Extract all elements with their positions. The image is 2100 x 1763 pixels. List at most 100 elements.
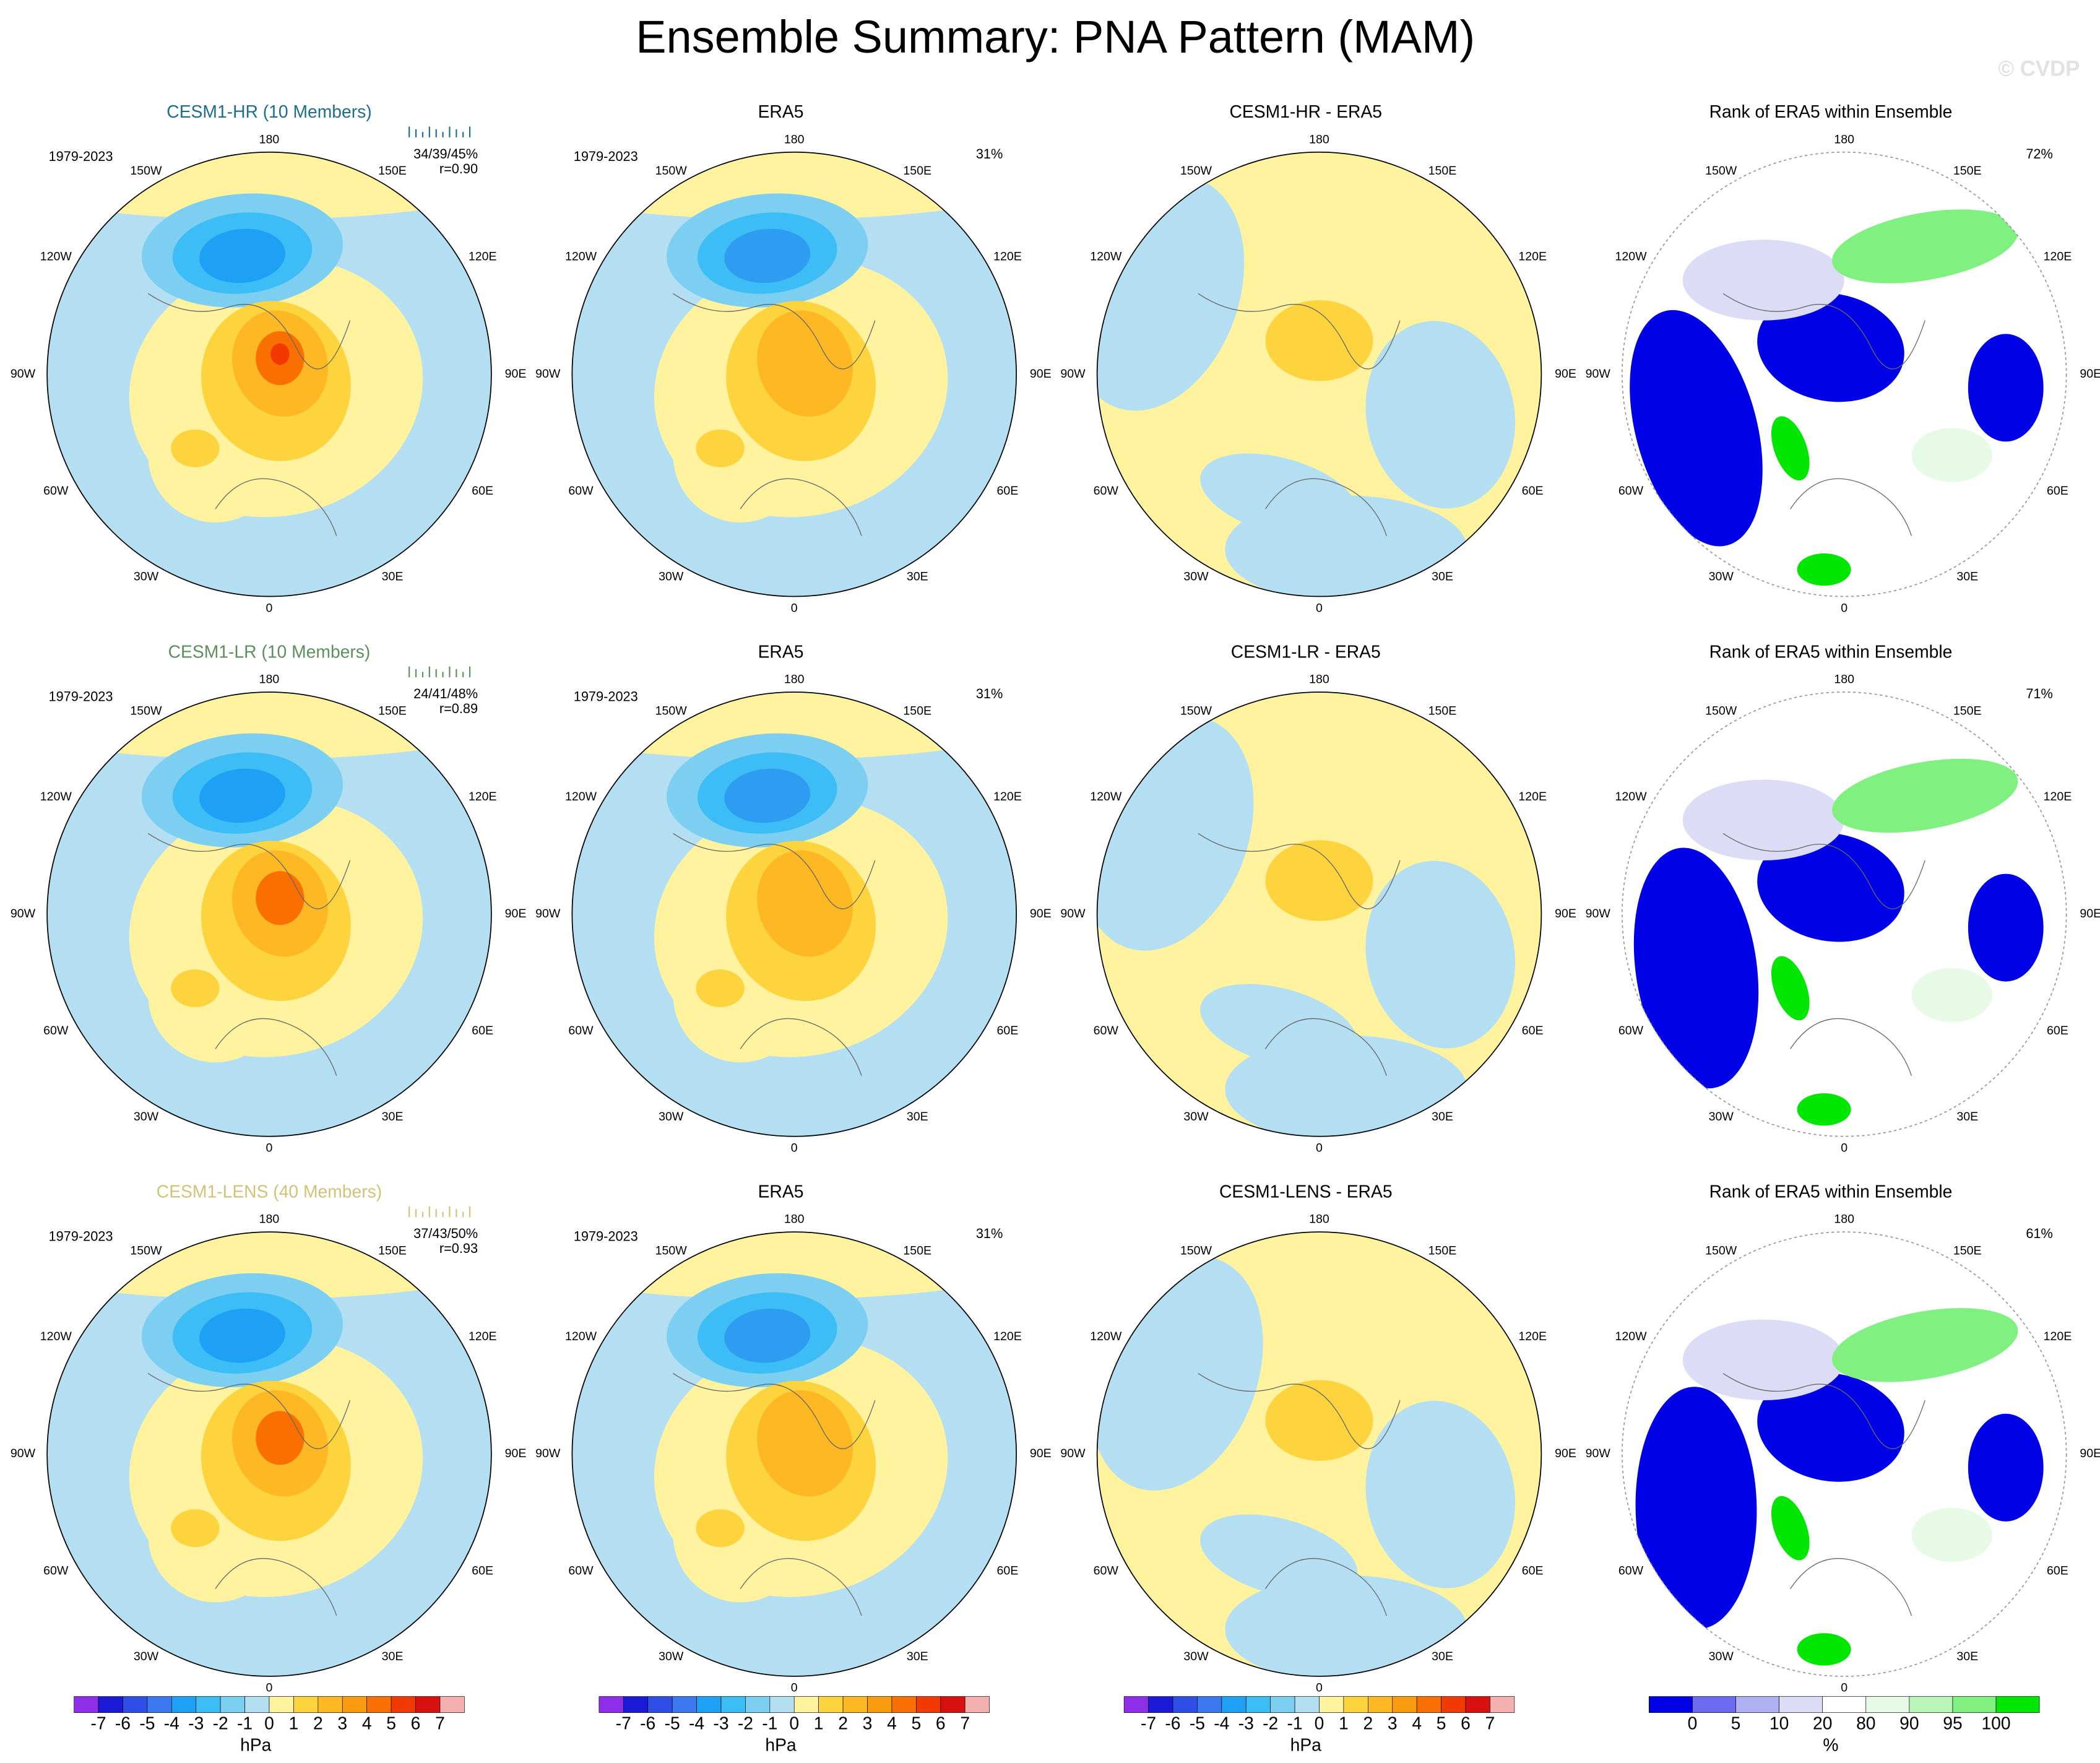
map-border [46, 1231, 492, 1677]
field-patch [199, 1308, 285, 1363]
longitude-label: 90W [535, 1447, 561, 1460]
longitude-label: 90E [2080, 907, 2100, 920]
colorbar-label: 2 [313, 1713, 323, 1733]
coastline [147, 1372, 351, 1616]
colorbar-label: -1 [1287, 1713, 1303, 1733]
longitude-label: 120W [565, 1330, 597, 1343]
coastline [1722, 293, 1925, 536]
coastline [1722, 833, 1925, 1076]
colorbar-label: 1 [814, 1713, 824, 1733]
longitude-label: 90E [1030, 907, 1052, 920]
colorbar-box [1952, 1696, 1997, 1713]
longitude-label: 30E [1956, 1650, 1978, 1663]
map-border [1622, 151, 2067, 597]
longitude-label: 60W [568, 1024, 594, 1037]
coastline [147, 293, 351, 536]
longitude-label: 60W [43, 1564, 69, 1577]
longitude-label: 150W [655, 704, 688, 717]
field-patch [1200, 1514, 1358, 1599]
longitude-label: 90W [1060, 907, 1086, 920]
longitude-label: 120E [2044, 250, 2072, 264]
field-patch [1968, 334, 2044, 442]
colorbar-box [623, 1696, 649, 1713]
map-border [1096, 151, 1542, 597]
longitude-label: 90W [535, 367, 561, 381]
longitude-label: 90E [1555, 907, 1576, 920]
colorbar-label: 5 [386, 1713, 396, 1733]
colorbar-box [1368, 1696, 1393, 1713]
field-patch [1630, 310, 1763, 547]
colorbar-box [1441, 1696, 1466, 1713]
colorbar-box [1319, 1696, 1344, 1713]
panel-title: ERA5 [758, 1182, 804, 1202]
colorbar-box [1692, 1696, 1736, 1713]
longitude-label: 0 [1841, 1141, 1847, 1154]
longitude-label: 30W [1183, 1650, 1209, 1663]
stat-label: 31% [976, 1226, 1003, 1241]
field-patch [171, 969, 220, 1007]
longitude-label: 120W [40, 790, 72, 804]
map [572, 691, 1017, 1137]
field-patch [1832, 1308, 2018, 1382]
map-border [571, 1231, 1017, 1677]
colorbar-label: 3 [337, 1713, 347, 1733]
colorbar-box [916, 1696, 941, 1713]
colorbar-box [891, 1696, 917, 1713]
field-patch [1832, 209, 2018, 284]
colorbar-label: -3 [713, 1713, 728, 1733]
longitude-label: 60E [2047, 484, 2068, 498]
map [1097, 1232, 1542, 1676]
colorbar-label: -5 [139, 1713, 155, 1733]
colorbar-box [745, 1696, 771, 1713]
longitude-label: 180 [784, 132, 805, 146]
colorbar-box [415, 1696, 441, 1713]
colorbar-box [1822, 1696, 1867, 1713]
map-border [46, 691, 492, 1137]
field-patch [199, 768, 285, 823]
longitude-label: 150E [1953, 164, 1982, 178]
period-label: 1979-2023 [48, 149, 113, 164]
field-patch [1225, 1575, 1467, 1676]
longitude-label: 60E [472, 484, 493, 498]
coastline [1198, 1372, 1401, 1616]
colorbar-box [672, 1696, 697, 1713]
longitude-label: 60E [472, 1564, 493, 1577]
colorbar-label: 2 [1363, 1713, 1373, 1733]
longitude-label: 90W [1586, 367, 1611, 381]
colorbar-box [793, 1696, 819, 1713]
longitude-label: 150W [1180, 164, 1212, 178]
field-patch [1797, 1633, 1851, 1666]
longitude-label: 30W [1709, 1650, 1734, 1663]
longitude-label: 0 [791, 1681, 798, 1695]
longitude-label: 180 [1834, 132, 1854, 146]
longitude-label: 150W [1180, 704, 1212, 717]
colorbar-box [818, 1696, 844, 1713]
longitude-label: 0 [1841, 1681, 1847, 1695]
coastline [1198, 833, 1401, 1076]
panel-title: Rank of ERA5 within Ensemble [1709, 1182, 1953, 1202]
longitude-label: 180 [259, 1213, 280, 1226]
map [1097, 691, 1542, 1137]
longitude-label: 120E [1518, 1330, 1547, 1343]
colorbar-unit: hPa [240, 1735, 272, 1754]
longitude-label: 60E [2047, 1024, 2068, 1037]
field-patch [1968, 873, 2044, 982]
longitude-label: 150W [130, 164, 162, 178]
panel-title: Rank of ERA5 within Ensemble [1709, 102, 1953, 121]
coastline [147, 833, 351, 1076]
stat-label: 37/43/50% [413, 1226, 478, 1241]
colorbar-box [1779, 1696, 1823, 1713]
period-label: 1979-2023 [574, 149, 638, 164]
longitude-label: 180 [1834, 673, 1854, 687]
field-patch [696, 1509, 745, 1548]
colorbar-box [147, 1696, 172, 1713]
colorbar-label: 100 [1981, 1713, 2010, 1733]
panel-title: CESM1-HR (10 Members) [166, 102, 371, 121]
colorbar-label: -7 [90, 1713, 106, 1733]
longitude-label: 90E [2080, 1447, 2100, 1460]
colorbar-box [196, 1696, 221, 1713]
colorbar-label: 0 [1315, 1713, 1324, 1733]
panel-title: Rank of ERA5 within Ensemble [1709, 641, 1953, 661]
period-label: 1979-2023 [48, 1229, 113, 1244]
longitude-label: 150W [1180, 1244, 1212, 1257]
